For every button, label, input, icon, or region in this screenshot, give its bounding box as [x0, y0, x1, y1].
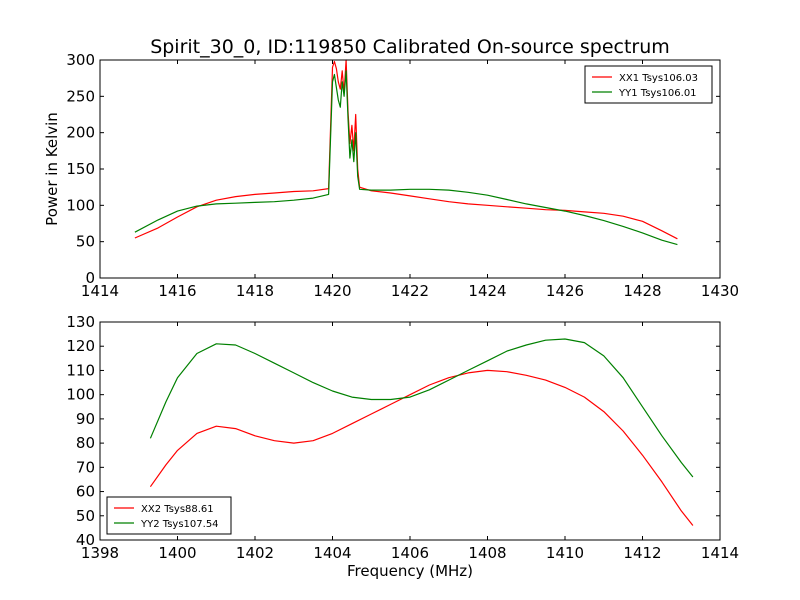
chart-title: Spirit_30_0, ID:119850 Calibrated On-sou… — [150, 36, 670, 58]
y-tick-label: 50 — [76, 233, 95, 251]
series-line-2 — [134, 70, 678, 246]
x-tick-label: 1416 — [158, 282, 196, 300]
y-tick-label: 60 — [76, 483, 95, 501]
legend-label: XX1 Tsys106.03 — [619, 73, 698, 84]
legend: XX2 Tsys88.61 YY2 Tsys107.54 — [106, 496, 232, 535]
y-tick-label: 90 — [76, 410, 95, 428]
y-tick-label: 120 — [66, 337, 95, 355]
y-tick-label: 40 — [76, 531, 95, 549]
legend: XX1 Tsys106.03 YY1 Tsys106.01 — [584, 65, 713, 104]
y-tick-label: 150 — [66, 160, 95, 178]
y-tick-label: 300 — [66, 51, 95, 69]
x-tick-label: 1410 — [546, 544, 584, 562]
series-line-1 — [134, 59, 678, 240]
legend-label: YY2 Tsys107.54 — [140, 519, 219, 530]
x-tick-label: 1414 — [701, 544, 739, 562]
legend-label: YY1 Tsys106.01 — [618, 88, 697, 99]
x-tick-label: 1408 — [468, 544, 506, 562]
x-axis-label: Frequency (MHz) — [347, 562, 473, 580]
series-line-1 — [149, 369, 694, 526]
top-spectrum-plot: 1414 1416 1418 1420 1422 1424 1426 1428 1430 0 50 1… — [66, 51, 739, 300]
x-tick-label: 1412 — [623, 544, 661, 562]
x-tick-label: 1418 — [236, 282, 274, 300]
y-tick-label: 80 — [76, 434, 95, 452]
x-tick-label: 1400 — [158, 544, 196, 562]
y-tick-label: 70 — [76, 458, 95, 476]
y-tick-label: 100 — [66, 196, 95, 214]
y-tick-label: 50 — [76, 507, 95, 525]
legend-box — [106, 496, 232, 535]
x-tick-label: 1398 — [81, 544, 119, 562]
y-tick-label: 0 — [85, 269, 95, 287]
x-tick-label: 1422 — [391, 282, 429, 300]
y-tick-label: 130 — [66, 313, 95, 331]
x-tick-label: 1428 — [623, 282, 661, 300]
legend-label: XX2 Tsys88.61 — [141, 504, 214, 515]
x-tick-label: 1420 — [313, 282, 351, 300]
y-axis-label: Power in Kelvin — [43, 112, 61, 226]
x-tick-label: 1414 — [81, 282, 119, 300]
y-tick-label: 250 — [66, 87, 95, 105]
x-tick-label: 1404 — [313, 544, 351, 562]
y-tick-label: 110 — [66, 361, 95, 379]
y-tick-label: 200 — [66, 124, 95, 142]
legend-box — [584, 65, 713, 104]
x-tick-label: 1402 — [236, 544, 274, 562]
series-line-2 — [149, 338, 694, 478]
x-tick-label: 1424 — [468, 282, 506, 300]
y-tick-label: 100 — [66, 386, 95, 404]
x-tick-label: 1426 — [546, 282, 584, 300]
x-tick-label: 1430 — [701, 282, 739, 300]
x-tick-label: 1406 — [391, 544, 429, 562]
bottom-spectrum-plot: 1398 1400 1402 1404 1406 1408 1410 1412 1414 40 50… — [66, 313, 739, 562]
